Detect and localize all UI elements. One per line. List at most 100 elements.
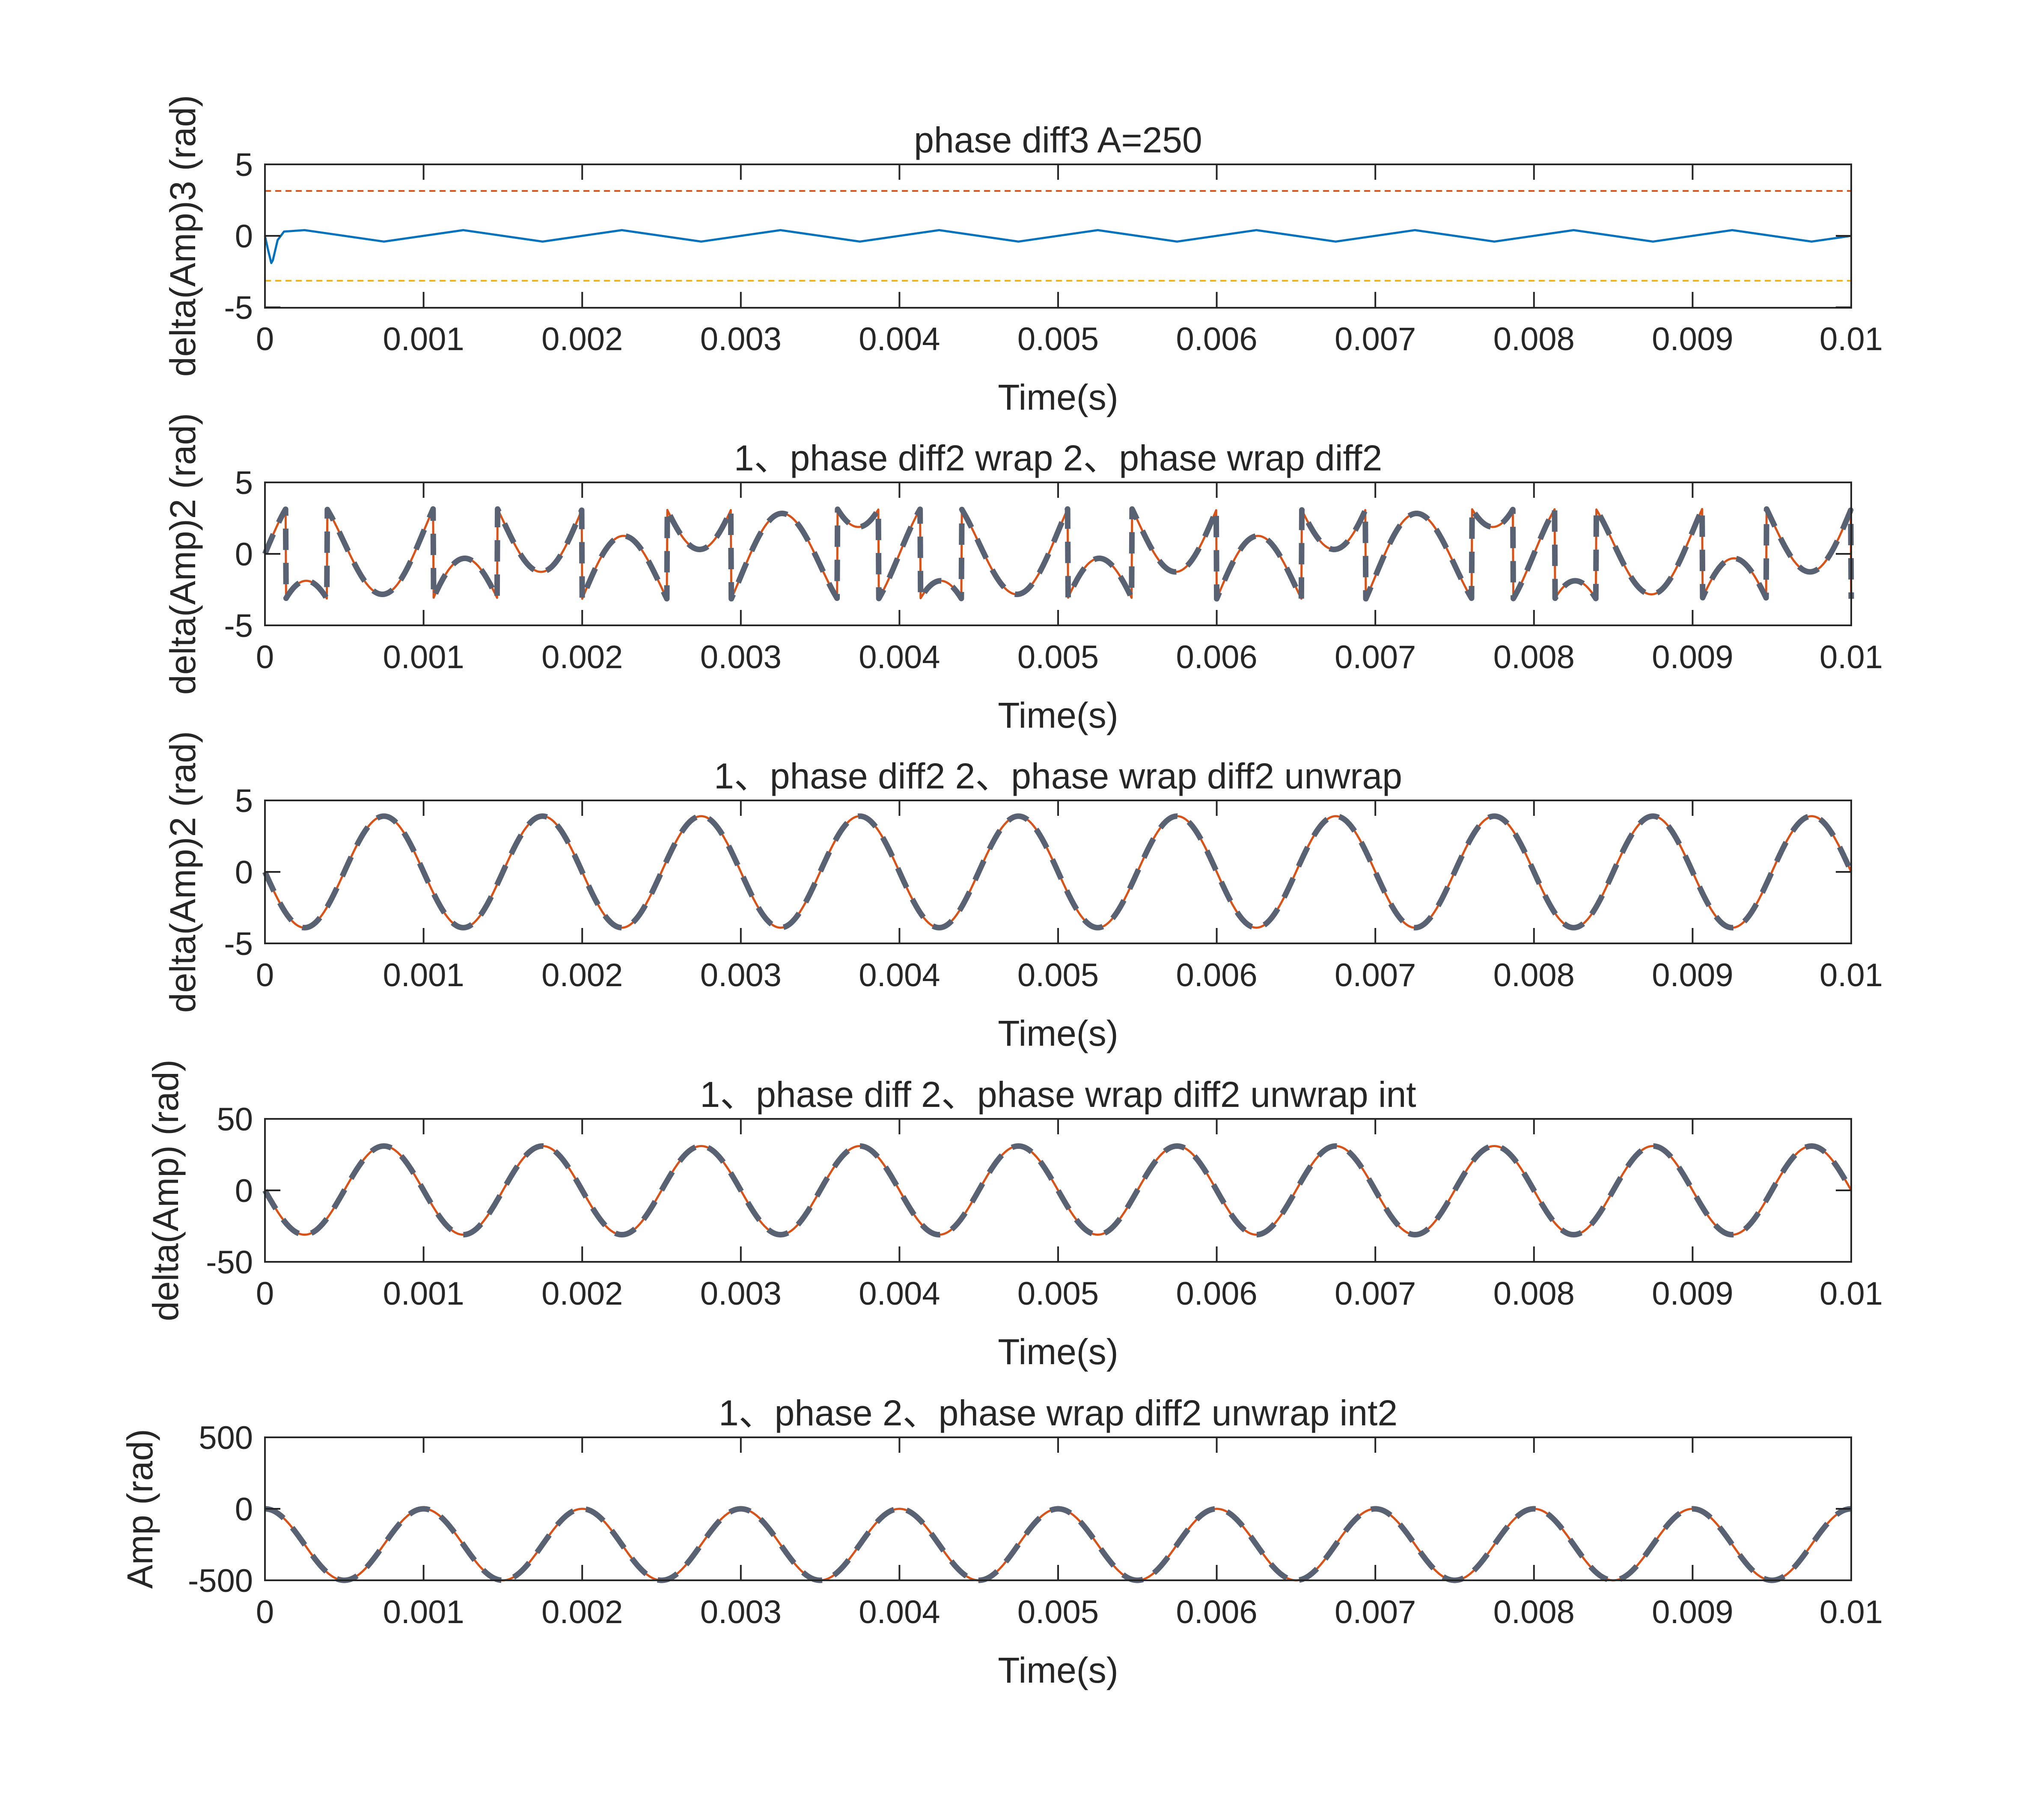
subplot-4-x-tick-label: 0.009: [1652, 1276, 1733, 1312]
subplot-2-y-tick-label: 0: [235, 536, 253, 573]
subplot-1: phase diff3 A=250 0 0.001 0.002 0.003 0.004 0…: [163, 95, 1883, 417]
subplot-4-x-ticks: 0 0.001 0.002 0.003 0.004 0.005 0.006 0.007 0.00…: [256, 1119, 1883, 1312]
subplot-4-x-tick-label: 0.005: [1017, 1276, 1099, 1312]
subplot-5-series-2-line: [262, 1506, 1854, 1583]
subplot-3-x-tick-label: 0.007: [1335, 957, 1416, 993]
subplot-1-y-tick-label: 0: [235, 218, 253, 255]
subplot-3-xlabel: Time(s): [998, 1013, 1118, 1053]
subplot-5-plot: [262, 1506, 1854, 1583]
subplot-4-y-ticks: 50 0 -50: [206, 1101, 1851, 1281]
subplot-2-x-tick-label: 0.002: [541, 639, 623, 675]
subplot-5-x-tick-label: 0.005: [1017, 1594, 1099, 1630]
subplot-4-plot: [262, 1143, 1854, 1237]
subplot-1-x-tick-label: 0.004: [859, 321, 940, 357]
subplot-1-x-tick-label: 0.006: [1176, 321, 1258, 357]
subplot-1-xlabel: Time(s): [998, 377, 1118, 417]
subplot-4-title: 1、phase diff 2、phase wrap diff2 unwrap i…: [700, 1074, 1416, 1115]
subplot-4-x-tick-label: 0.008: [1493, 1276, 1575, 1312]
subplot-3-y-tick-label: 5: [235, 783, 253, 819]
subplot-2-x-tick-label: 0.001: [383, 639, 464, 675]
subplot-3-x-tick-label: 0.004: [859, 957, 940, 993]
subplot-3-y-ticks: 5 0 -5: [224, 783, 1851, 962]
subplot-5-x-tick-label: 0.007: [1335, 1594, 1416, 1630]
subplot-2-x-tick-label: 0.009: [1652, 639, 1733, 675]
subplot-1-x-tick-label: 0.007: [1335, 321, 1416, 357]
subplot-4: 1、phase diff 2、phase wrap diff2 unwrap i…: [146, 1059, 1883, 1372]
subplot-2-ylabel: delta(Amp)2 (rad): [163, 413, 203, 695]
subplot-4-x-tick-label: 0: [256, 1276, 274, 1312]
subplot-3: 1、phase diff2 2、phase wrap diff2 unwrap …: [163, 731, 1883, 1053]
subplot-3-x-tick-label: 0: [256, 957, 274, 993]
subplot-2-y-tick-label: 5: [235, 465, 253, 501]
subplot-5-x-tick-label: 0.004: [859, 1594, 940, 1630]
subplot-2-x-tick-label: 0.007: [1335, 639, 1416, 675]
subplot-2-x-tick-label: 0.008: [1493, 639, 1575, 675]
subplot-2-axes-box: [264, 482, 1852, 626]
subplot-2-x-tick-label: 0: [256, 639, 274, 675]
subplot-1-x-tick-label: 0.005: [1017, 321, 1099, 357]
subplot-4-x-tick-label: 0.01: [1820, 1276, 1883, 1312]
subplot-4-y-tick-label: 50: [217, 1101, 253, 1138]
subplot-3-plot: [262, 813, 1854, 931]
subplot-4-x-tick-label: 0.002: [541, 1276, 623, 1312]
subplot-1-x-tick-label: 0.01: [1820, 321, 1883, 357]
subplot-5-x-tick-label: 0.01: [1820, 1594, 1883, 1630]
subplot-2-y-tick-label: -5: [224, 608, 253, 644]
subplot-3-x-tick-label: 0.008: [1493, 957, 1575, 993]
subplot-3-x-tick-label: 0.001: [383, 957, 464, 993]
subplot-1-ylabel: delta(Amp)3 (rad): [163, 95, 203, 377]
subplot-3-ylabel: delta(Amp)2 (rad): [163, 731, 203, 1013]
subplot-4-series-2-line: [262, 1143, 1854, 1237]
subplot-4-x-tick-label: 0.001: [383, 1276, 464, 1312]
subplot-2-plot: [262, 506, 1854, 602]
subplot-5-x-tick-label: 0.002: [541, 1594, 623, 1630]
subplot-3-y-tick-label: -5: [224, 926, 253, 962]
subplot-3-x-tick-label: 0.005: [1017, 957, 1099, 993]
subplot-3-series-2-line: [262, 813, 1854, 931]
subplot-4-x-tick-label: 0.007: [1335, 1276, 1416, 1312]
subplot-3-title: 1、phase diff2 2、phase wrap diff2 unwrap: [714, 756, 1402, 796]
subplot-3-x-tick-label: 0.01: [1820, 957, 1883, 993]
subplot-1-x-tick-label: 0: [256, 321, 274, 357]
subplot-4-x-tick-label: 0.004: [859, 1276, 940, 1312]
subplot-5-x-tick-label: 0.009: [1652, 1594, 1733, 1630]
subplot-4-y-tick-label: -50: [206, 1244, 253, 1281]
subplot-4-ylabel: delta(Amp) (rad): [146, 1059, 186, 1321]
subplot-5-x-tick-label: 0: [256, 1594, 274, 1630]
subplot-1-title: phase diff3 A=250: [914, 120, 1202, 160]
subplot-5-x-tick-label: 0.006: [1176, 1594, 1258, 1630]
subplot-5-y-ticks: 500 0 -500: [188, 1420, 1851, 1599]
subplot-2-x-tick-label: 0.003: [700, 639, 782, 675]
subplot-1-x-tick-label: 0.002: [541, 321, 623, 357]
subplot-3-x-tick-label: 0.006: [1176, 957, 1258, 993]
subplot-5-x-tick-label: 0.003: [700, 1594, 782, 1630]
subplot-2-y-ticks: 5 0 -5: [224, 465, 1851, 644]
subplot-1-x-tick-label: 0.003: [700, 321, 782, 357]
subplot-2-x-tick-label: 0.004: [859, 639, 940, 675]
subplot-5: 1、phase 2、phase wrap diff2 unwrap int2 0…: [120, 1393, 1883, 1690]
subplot-4-x-tick-label: 0.006: [1176, 1276, 1258, 1312]
subplot-5-y-tick-label: 0: [235, 1491, 253, 1528]
subplot-1-y-tick-label: -5: [224, 290, 253, 326]
subplot-2-series-2-line: [262, 506, 1854, 602]
subplot-2-xlabel: Time(s): [998, 695, 1118, 735]
subplot-2-x-tick-label: 0.01: [1820, 639, 1883, 675]
subplot-3-x-ticks: 0 0.001 0.002 0.003 0.004 0.005 0.006 0.007 0.00…: [256, 800, 1883, 993]
subplot-5-x-ticks: 0 0.001 0.002 0.003 0.004 0.005 0.006 0.007 0.00…: [256, 1437, 1883, 1630]
subplot-3-y-tick-label: 0: [235, 854, 253, 891]
subplot-1-x-ticks: 0 0.001 0.002 0.003 0.004 0.005 0.006 0.007 0.00…: [256, 164, 1883, 357]
subplot-5-ylabel: Amp (rad): [120, 1429, 160, 1588]
subplot-2-x-tick-label: 0.005: [1017, 639, 1099, 675]
subplot-3-x-tick-label: 0.002: [541, 957, 623, 993]
subplot-1-y-ticks: 5 0 -5: [224, 147, 1851, 326]
subplot-2-x-ticks: 0 0.001 0.002 0.003 0.004 0.005 0.006 0.007 0.00…: [256, 482, 1883, 675]
subplot-1-x-tick-label: 0.008: [1493, 321, 1575, 357]
subplot-5-y-tick-label: 500: [199, 1420, 253, 1456]
subplot-4-x-tick-label: 0.003: [700, 1276, 782, 1312]
subplot-1-series-1-line: [264, 229, 1852, 264]
subplot-4-xlabel: Time(s): [998, 1332, 1118, 1372]
subplot-1-y-tick-label: 5: [235, 147, 253, 183]
subplot-5-title: 1、phase 2、phase wrap diff2 unwrap int2: [719, 1393, 1398, 1433]
